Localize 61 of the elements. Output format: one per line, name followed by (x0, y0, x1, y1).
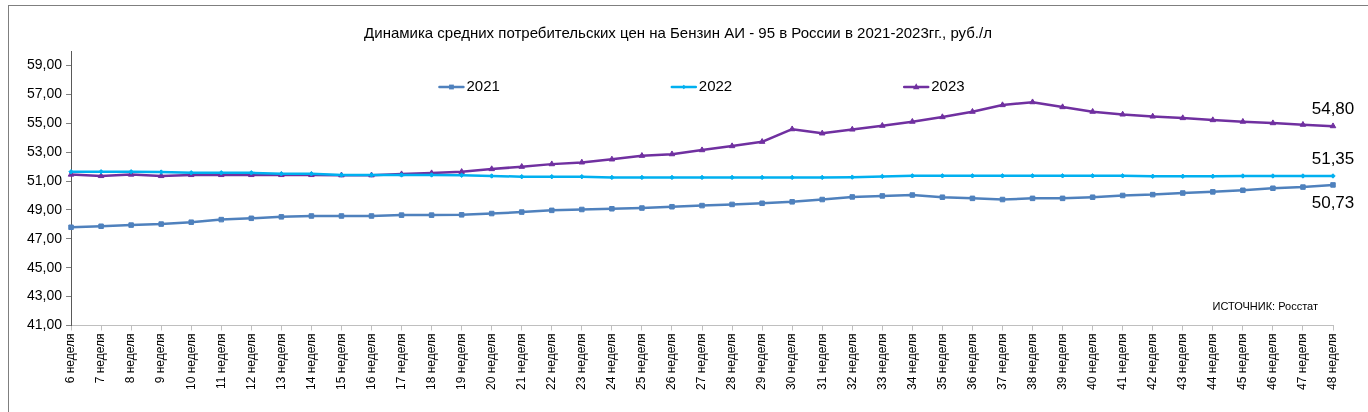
x-tick-label: 45 неделя (1235, 333, 1250, 390)
x-tick-label: 14 неделя (303, 333, 318, 390)
data-label: 50,73 (1311, 193, 1355, 213)
x-tick-label: 24 неделя (604, 333, 619, 390)
y-tick-label: 45,00 (26, 258, 63, 275)
chart-title: Динамика средних потребительских цен на Бензин АИ - 95 в России в 2021-2023гг., руб./л (364, 24, 992, 42)
annotation: ИСТОЧНИК: Росстат (1212, 299, 1318, 312)
x-tick-label: 12 неделя (243, 333, 258, 390)
y-tick-label: 55,00 (26, 114, 63, 131)
y-tick-label: 53,00 (26, 142, 63, 159)
x-tick-label: 15 неделя (333, 333, 348, 390)
x-tick-label: 42 неделя (1145, 333, 1160, 390)
x-tick-label: 32 неделя (844, 333, 859, 390)
x-tick-label: 31 неделя (814, 333, 829, 390)
x-tick-label: 28 неделя (724, 333, 739, 390)
x-tick-label: 23 неделя (574, 333, 589, 390)
x-tick-label: 43 неделя (1175, 333, 1190, 390)
x-tick-label: 47 неделя (1295, 333, 1310, 390)
x-tick-label: 41 неделя (1114, 333, 1129, 390)
x-tick-label: 13 неделя (273, 333, 288, 390)
x-tick-label: 19 неделя (453, 333, 468, 390)
x-tick-label: 16 неделя (363, 333, 378, 390)
x-tick-label: 21 неделя (514, 333, 529, 390)
y-tick-label: 41,00 (26, 316, 63, 333)
y-tick-label: 59,00 (26, 56, 63, 73)
x-tick-label: 34 неделя (904, 333, 919, 390)
x-tick-label: 10 неделя (183, 333, 198, 390)
x-tick-label: 37 неделя (994, 333, 1009, 390)
x-tick-label: 48 неделя (1325, 333, 1340, 390)
x-tick-label: 26 неделя (664, 333, 679, 390)
x-tick-label: 46 неделя (1265, 333, 1280, 390)
x-tick-label: 6 неделя (63, 333, 78, 384)
y-tick-label: 47,00 (26, 229, 63, 246)
legend-label: 2022 (698, 77, 733, 95)
legend-label: 2021 (466, 77, 500, 95)
y-tick-label: 49,00 (26, 200, 63, 217)
x-tick-label: 8 неделя (123, 333, 138, 384)
x-tick-label: 20 неделя (484, 333, 498, 390)
x-tick-label: 36 неделя (964, 333, 979, 390)
x-tick-label: 18 неделя (423, 333, 438, 390)
x-tick-label: 44 неделя (1205, 333, 1220, 390)
x-tick-label: 30 неделя (784, 333, 799, 390)
y-tick-label: 57,00 (26, 85, 63, 102)
data-label: 54,80 (1311, 99, 1355, 119)
y-tick-label: 43,00 (26, 287, 63, 304)
x-tick-label: 25 неделя (634, 333, 649, 390)
x-tick-label: 22 неделя (544, 333, 559, 390)
x-tick-label: 27 неделя (694, 333, 709, 390)
x-tick-label: 7 неделя (93, 333, 108, 384)
legend-label: 2023 (931, 77, 965, 95)
x-tick-label: 35 неделя (934, 333, 949, 390)
x-tick-label: 11 неделя (213, 333, 228, 390)
y-tick-label: 51,00 (26, 171, 63, 188)
x-tick-label: 17 неделя (393, 333, 408, 390)
x-tick-label: 29 неделя (754, 333, 769, 390)
data-label: 51,35 (1311, 149, 1355, 169)
x-tick-label: 40 неделя (1084, 333, 1099, 390)
x-tick-label: 9 неделя (153, 333, 168, 384)
x-tick-label: 38 неделя (1024, 333, 1039, 390)
x-tick-label: 33 неделя (874, 333, 889, 390)
x-tick-label: 39 неделя (1054, 333, 1069, 390)
